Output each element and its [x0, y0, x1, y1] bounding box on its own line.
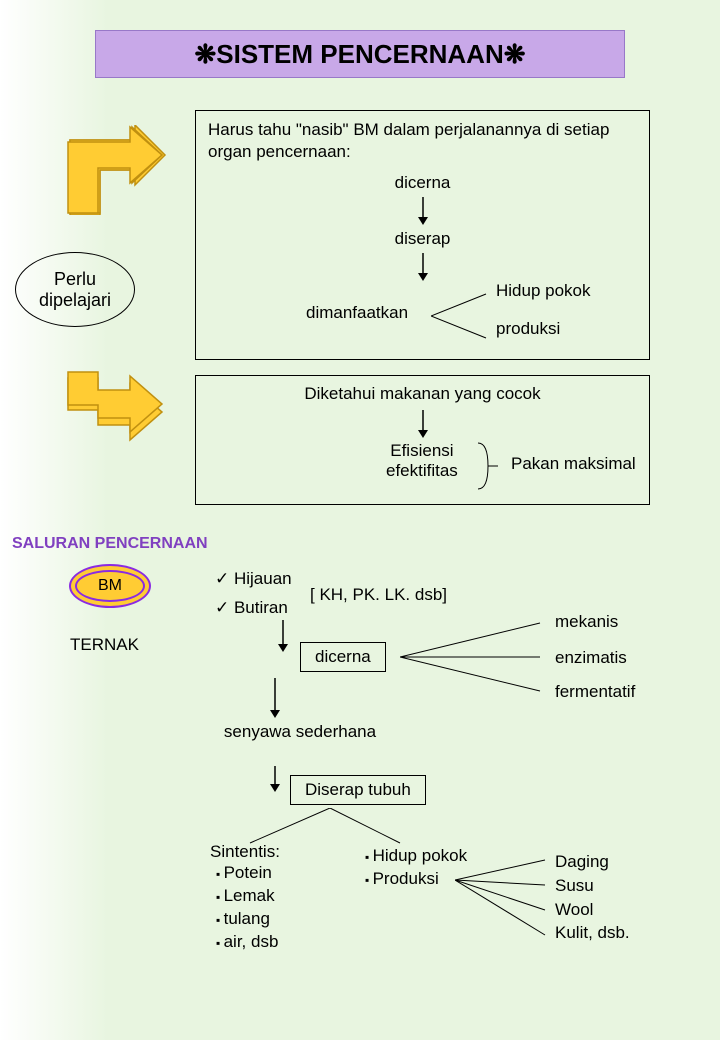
- star-icon: ❋: [194, 39, 216, 70]
- box1-step1: dicerna: [208, 173, 637, 193]
- senyawa-label: senyawa sederhana: [220, 722, 380, 742]
- fan-lines-icon: [431, 286, 491, 346]
- box-nasib: Harus tahu "nasib" BM dalam perjalananny…: [195, 110, 650, 360]
- page-title: ❋ SISTEM PENCERNAAN ❋: [95, 30, 625, 78]
- sintetis-b: Lemak: [216, 885, 280, 908]
- star-icon: ❋: [504, 39, 526, 70]
- out-mekanis: mekanis: [555, 612, 618, 632]
- produk-b: Susu: [555, 874, 630, 898]
- fan-lines-icon: [400, 615, 550, 705]
- kh-label: [ KH, PK. LK. dsb]: [310, 585, 447, 605]
- bracket-icon: [476, 441, 506, 491]
- ternak-label: TERNAK: [70, 635, 139, 655]
- out-fermentatif: fermentatif: [555, 682, 635, 702]
- box2-eff2: efektifitas: [386, 461, 458, 481]
- title-text: SISTEM PENCERNAAN: [216, 39, 503, 70]
- bm-label: BM: [98, 577, 122, 595]
- hidup-b: Produksi: [365, 868, 467, 891]
- oval-perlu-text: Perlu dipelajari: [16, 269, 134, 311]
- hidup-a: Hidup pokok: [365, 845, 467, 868]
- box1-step2: diserap: [208, 229, 637, 249]
- sintetis-head: Sintentis:: [210, 842, 280, 862]
- sintetis-d: air, dsb: [216, 931, 280, 954]
- arrow-down-icon: [276, 620, 290, 652]
- fan-lines-icon: [455, 855, 555, 945]
- check-hijauan: Hijauan: [215, 565, 292, 594]
- out-enzimatis: enzimatis: [555, 648, 627, 668]
- check-butiran: Butiran: [215, 594, 292, 623]
- box1-intro: Harus tahu "nasib" BM dalam perjalananny…: [208, 119, 637, 163]
- oval-perlu: Perlu dipelajari: [15, 252, 135, 327]
- box2-out: Pakan maksimal: [511, 454, 636, 474]
- hidup-list: Hidup pokok Produksi: [365, 845, 467, 891]
- arrow-down-icon: [268, 678, 282, 718]
- dicerna-box: dicerna: [300, 642, 386, 672]
- box2-head: Diketahui makanan yang cocok: [208, 384, 637, 404]
- section-header: SALURAN PENCERNAAN: [12, 535, 208, 553]
- bm-oval: BM: [75, 570, 145, 602]
- arrow-down-icon: [268, 766, 282, 792]
- produk-d: Kulit, dsb.: [555, 921, 630, 945]
- box-cocok: Diketahui makanan yang cocok Efisiensi e…: [195, 375, 650, 505]
- produk-c: Wool: [555, 898, 630, 922]
- block-arrow-1: [60, 125, 170, 215]
- block-arrow-2: [60, 370, 170, 460]
- check-list: Hijauan Butiran: [215, 565, 292, 623]
- arrow-down-icon: [416, 253, 430, 281]
- sintetis-a: Potein: [216, 862, 280, 885]
- arrow-down-icon: [416, 197, 430, 225]
- box2-eff1: Efisiensi: [386, 441, 458, 461]
- box2-eff: Efisiensi efektifitas: [386, 441, 458, 481]
- produk-a: Daging: [555, 850, 630, 874]
- box1-out1: Hidup pokok: [496, 281, 591, 301]
- diserap-box: Diserap tubuh: [290, 775, 426, 805]
- sintetis-block: Sintentis: Potein Lemak tulang air, dsb: [210, 842, 280, 954]
- sintetis-c: tulang: [216, 908, 280, 931]
- box1-step3: dimanfaatkan: [306, 303, 408, 323]
- arrow-down-icon: [416, 410, 430, 438]
- produk-list: Daging Susu Wool Kulit, dsb.: [555, 850, 630, 945]
- box1-out2: produksi: [496, 319, 560, 339]
